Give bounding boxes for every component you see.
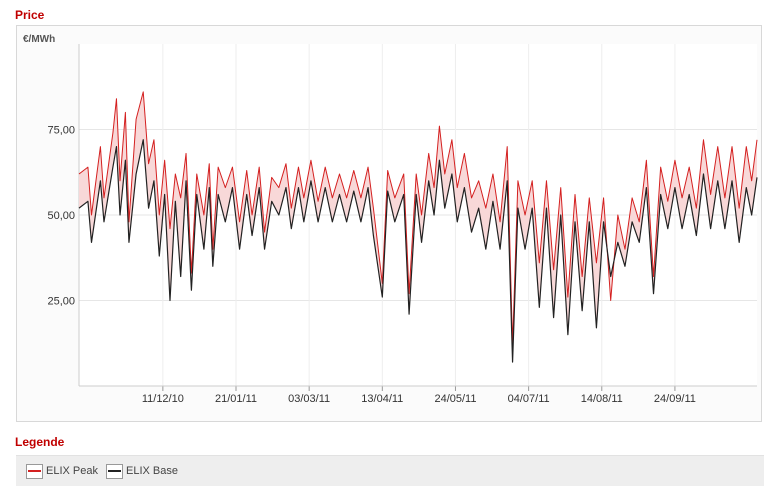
- legend-panel: ELIX Peak ELIX Base: [16, 455, 764, 486]
- price-chart-panel: 25,00 50,00 75,00 11/12/10 21/01/11 03/03/11 1…: [16, 25, 762, 422]
- y-tick-label: 75,00: [47, 125, 75, 137]
- x-tick-label: 11/12/10: [142, 393, 184, 405]
- x-tick-label: 13/04/11: [361, 393, 403, 405]
- legend-label-peak: ELIX Peak: [46, 465, 98, 478]
- series-line-elix-base: [78, 139, 758, 363]
- legend-swatch-base: [106, 463, 123, 479]
- x-tick-label: 03/03/11: [288, 393, 330, 405]
- x-tick-label: 04/07/11: [508, 393, 550, 405]
- legend-item-base[interactable]: ELIX Base: [106, 463, 178, 479]
- x-tick-label: 21/01/11: [215, 393, 257, 405]
- legend-swatch-peak: [26, 463, 43, 479]
- y-axis-label: €/MWh: [23, 34, 55, 45]
- price-section-title: Price: [15, 8, 45, 22]
- price-line-chart: 25,00 50,00 75,00 11/12/10 21/01/11 03/03/11 1…: [23, 34, 758, 405]
- x-tick-label: 14/08/11: [581, 393, 623, 405]
- series-line-elix-peak: [78, 91, 758, 346]
- y-tick-label: 25,00: [47, 296, 75, 308]
- legend-section-title: Legende: [15, 435, 65, 449]
- y-tick-label: 50,00: [47, 210, 75, 222]
- legend-label-base: ELIX Base: [126, 465, 178, 478]
- x-tick-label: 24/05/11: [434, 393, 476, 405]
- x-tick-label: 24/09/11: [654, 393, 696, 405]
- legend-item-peak[interactable]: ELIX Peak: [26, 463, 98, 479]
